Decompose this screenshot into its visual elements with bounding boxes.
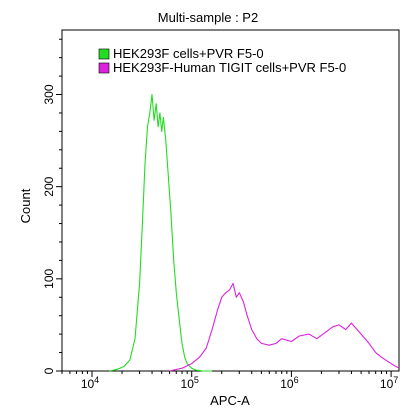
- y-tick-label: 100: [42, 269, 56, 289]
- legend-label-hek293f: HEK293F cells+PVR F5-0: [113, 46, 264, 61]
- series-line-1: [109, 93, 213, 372]
- x-axis: 104 105 106 107: [61, 371, 398, 391]
- chart-title: Multi-sample : P2: [158, 10, 258, 25]
- x-tick-label: 106: [280, 375, 298, 391]
- plot-frame: [61, 29, 400, 372]
- legend: HEK293F cells+PVR F5-0 HEK293F-Human TIG…: [98, 46, 346, 75]
- series-layer: [109, 93, 400, 372]
- x-tick-label: 104: [81, 375, 99, 391]
- y-tick-label: 300: [42, 84, 56, 104]
- y-axis: 0 100 200 300: [42, 38, 62, 374]
- legend-swatch-tigit: [98, 62, 110, 74]
- legend-label-tigit: HEK293F-Human TIGIT cells+PVR F5-0: [113, 60, 346, 75]
- y-axis-label: Count: [18, 188, 33, 223]
- y-tick-label: 0: [42, 367, 56, 374]
- x-tick-label: 105: [181, 375, 199, 391]
- series-line-2: [169, 282, 400, 372]
- x-tick-label: 107: [380, 375, 398, 391]
- y-tick-label: 200: [42, 176, 56, 196]
- legend-swatch-hek293f: [98, 48, 110, 60]
- x-axis-label: APC-A: [210, 393, 250, 408]
